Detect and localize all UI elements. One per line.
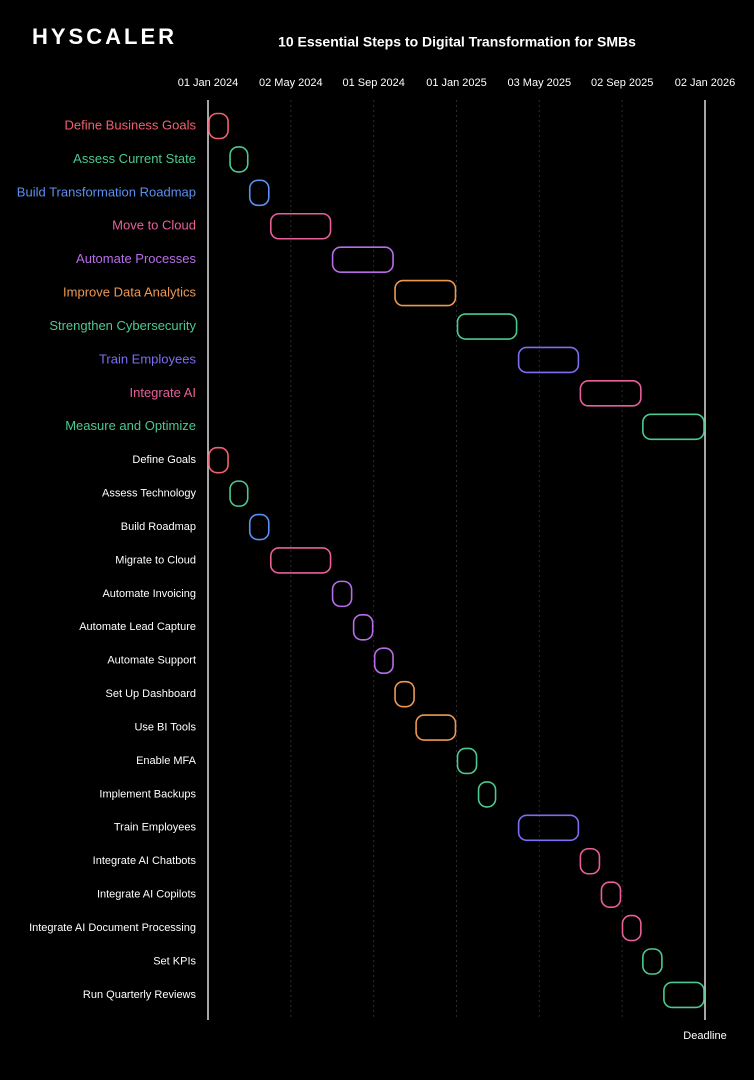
task-bar [456, 313, 518, 340]
task-label: Automate Processes [76, 251, 196, 266]
task-bar [663, 981, 705, 1009]
task-label: Run Quarterly Reviews [83, 989, 197, 1001]
task-label: Move to Cloud [112, 218, 196, 233]
x-tick-label: 02 Sep 2025 [591, 77, 653, 89]
task-bar [229, 146, 249, 173]
task-bar [229, 480, 249, 507]
task-bar [456, 747, 478, 775]
task-label: Enable MFA [136, 755, 197, 767]
task-label: Implement Backups [99, 788, 196, 800]
task-bar [477, 781, 497, 808]
task-bar [415, 714, 457, 741]
task-label: Automate Lead Capture [79, 621, 196, 633]
task-bar [579, 847, 601, 875]
task-label: Define Business Goals [64, 117, 196, 132]
task-label: Integrate AI Document Processing [29, 922, 196, 934]
x-tick-label: 01 Jan 2025 [426, 77, 487, 89]
task-label: Set Up Dashboard [106, 688, 197, 700]
task-label: Automate Invoicing [102, 588, 196, 600]
task-bar [208, 112, 229, 140]
x-tick-label: 03 May 2025 [508, 77, 572, 89]
task-label: Integrate AI [130, 385, 197, 400]
task-label: Automate Support [107, 655, 196, 667]
task-bar [517, 814, 580, 842]
task-label: Assess Technology [102, 488, 196, 500]
task-bar [248, 513, 270, 541]
task-label: Use BI Tools [134, 721, 196, 733]
task-bar [642, 413, 705, 441]
task-bar [579, 380, 642, 407]
task-bar [331, 580, 353, 608]
logo: HYSCALER [32, 24, 177, 49]
task-label: Build Transformation Roadmap [17, 184, 196, 199]
task-label: Set KPIs [153, 955, 196, 967]
task-label: Build Roadmap [121, 521, 196, 533]
task-bar [373, 647, 394, 675]
task-label: Integrate AI Chatbots [93, 855, 197, 867]
task-bar [269, 547, 332, 574]
task-bar [621, 914, 642, 942]
x-tick-label: 02 Jan 2026 [675, 77, 736, 89]
x-tick-label: 01 Jan 2024 [178, 77, 239, 89]
task-bar [394, 279, 457, 307]
deadline-label: Deadline [683, 1030, 726, 1042]
task-bar [352, 613, 374, 641]
x-tick-label: 02 May 2024 [259, 77, 323, 89]
task-bar [208, 446, 229, 474]
task-bar [394, 680, 415, 708]
task-bar [269, 212, 332, 240]
task-label: Strengthen Cybersecurity [49, 318, 196, 333]
task-label: Improve Data Analytics [63, 285, 196, 300]
task-label: Assess Current State [73, 151, 196, 166]
task-label: Define Goals [132, 454, 196, 466]
task-label: Integrate AI Copilots [97, 889, 197, 901]
task-bar [642, 948, 663, 975]
task-label: Migrate to Cloud [115, 554, 196, 566]
task-label: Train Employees [114, 822, 197, 834]
task-label: Measure and Optimize [65, 418, 196, 433]
chart-title: 10 Essential Steps to Digital Transforma… [278, 34, 636, 50]
task-bar [248, 179, 270, 207]
x-tick-label: 01 Sep 2024 [342, 77, 404, 89]
task-bar [600, 881, 622, 908]
task-label: Train Employees [99, 351, 197, 366]
task-bar [331, 246, 394, 273]
task-bar [517, 346, 580, 374]
